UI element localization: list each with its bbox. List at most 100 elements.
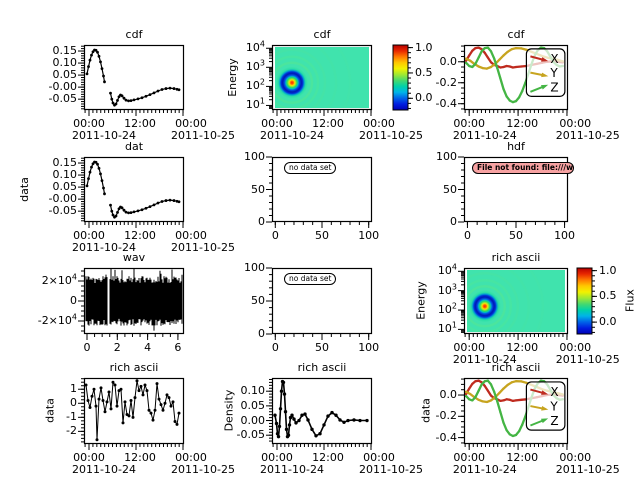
plot-area-richascii-vector[interactable]: XYZ [458,377,569,450]
y-tick-label: -0.2 [435,409,457,423]
panel-wav-waveform[interactable]: wav 2×104 0 -2×104 0 2 4 6 [38,251,185,354]
plot-frame [463,156,569,223]
plot-frame [271,377,373,445]
plot-area-cdf-line[interactable] [78,44,185,116]
plot-area-empty-1[interactable] [266,156,373,228]
data-marker [129,398,133,402]
data-marker [483,384,486,388]
panel-title: cdf [313,28,331,41]
plot-area-empty-2[interactable] [266,267,373,340]
data-marker [474,47,477,50]
data-marker [505,64,508,68]
data-marker [468,64,471,68]
y-tick-label: 100 [244,150,265,163]
data-marker [145,389,149,393]
legend-label: Z [550,414,558,428]
y-tick-label: 50 [443,182,457,196]
data-marker [493,390,496,393]
data-marker [306,418,310,422]
x-tick-label: 00:00 [363,117,395,130]
plot-area-richascii-line[interactable] [78,377,185,450]
panel-title: hdf [507,140,525,153]
panel-no-data-1[interactable]: 100 50 0 0 50 100 no data set [244,150,379,242]
data-marker [486,46,490,49]
data-marker [277,424,282,429]
data-marker [314,434,318,438]
panel-richascii-spectrogram[interactable]: 1.0 0.5 0.0 Flux rich ascii 104 103 102 101 00:00… [415,251,637,366]
data-marker [161,408,165,412]
data-marker [100,179,104,182]
plot-area-richascii-spectrogram[interactable] [458,267,597,340]
data-marker [121,421,125,425]
y-tick-label: 0 [70,294,77,307]
waveform-trace [85,268,183,331]
plot-area-richascii-density[interactable] [266,377,373,450]
y-tick-label: 0.05 [52,68,78,82]
data-marker [486,379,490,382]
data-marker [508,99,511,102]
panel-title: cdf [125,28,143,41]
data-marker [156,201,160,205]
data-marker [103,410,107,414]
data-marker [486,389,490,392]
no-data-badge: no data set [284,162,337,174]
x-tick-label: 12:00 [506,341,539,354]
x-date-label: 2011-10-25 [171,129,235,142]
data-marker [143,383,147,387]
plot-area-dat-line[interactable] [78,156,185,228]
panel-richascii-density[interactable]: rich ascii 0.10 0.05 0.00 -0.05 00:00 12:00 00:… [223,361,423,476]
data-marker [297,418,301,423]
y-tick-label: 0.15 [52,156,78,170]
data-marker [102,186,105,190]
data-marker [283,410,288,414]
data-marker [539,379,543,382]
plot-frame [83,267,185,335]
data-marker [111,380,115,384]
data-marker [318,432,322,436]
plot-area-hdf-error[interactable] [458,156,569,228]
data-marker [499,66,502,69]
data-marker [129,99,133,103]
plot-area-wav-waveform[interactable] [78,267,185,340]
y-tick-label: 0.00 [240,413,266,427]
file-error-badge: File not found: file:///w [472,162,574,174]
data-marker [294,421,298,425]
data-marker [477,56,480,59]
data-marker [177,200,181,204]
y-tick-label: 104 [245,39,265,55]
panel-no-data-2[interactable]: 100 50 0 0 50 100 no data set [244,261,379,354]
data-marker [110,209,114,213]
x-date-label: 2011-10-24 [452,129,517,142]
panel-cdf-spectrogram[interactable]: 1.0 0.5 0.0 cdf 104 103 102 101 00:00 12:00 00:00 2… [226,28,433,142]
data-marker [135,379,139,383]
data-marker [474,62,477,65]
data-marker [489,50,493,53]
data-marker [97,397,101,401]
y-tick-label: 0.10 [52,56,78,70]
data-marker [111,101,115,105]
data-marker [290,413,294,417]
plot-area-cdf-spectrogram[interactable] [266,44,413,116]
data-marker [119,387,123,391]
panel-hdf-file-error[interactable]: hdf 100 50 0 0 50 100 File not found: file:///w [436,140,575,242]
data-marker [481,66,484,70]
x-date-label: 2011-10-25 [555,129,620,142]
data-marker [111,213,115,217]
data-marker [87,177,90,181]
panel-cdf-line[interactable]: cdf 0.15 0.10 0.05 -0.00 -0.05 00:00 12:00 00:00… [49,28,235,142]
data-marker [123,400,127,404]
data-marker [103,192,106,196]
data-marker [168,86,172,90]
plot-area-cdf-vector[interactable]: XYZ [458,44,569,116]
panel-dat-line[interactable]: dat 0.15 0.10 0.05 -0.00 -0.05 00:00 12:00 00:00… [18,140,235,254]
colorbar-tick-label: 0.5 [415,65,433,79]
x-tick-label: 00:00 [73,451,105,464]
data-marker [468,387,471,390]
panel-richascii-line[interactable]: rich ascii 1 0 -1 -2 00:00 12:00 00:00 2011-10-2… [44,361,235,476]
x-tick-label: 00:00 [453,341,486,354]
data-marker [342,420,346,424]
data-marker [164,199,168,202]
